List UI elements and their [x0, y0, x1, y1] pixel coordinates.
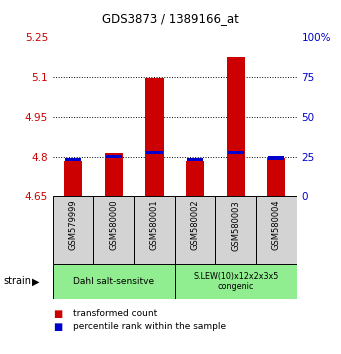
- Text: ■: ■: [53, 322, 62, 332]
- Text: S.LEW(10)x12x2x3x5
congenic: S.LEW(10)x12x2x3x5 congenic: [193, 272, 278, 291]
- Bar: [227, 151, 244, 154]
- Bar: [187, 158, 203, 161]
- Text: GSM580002: GSM580002: [191, 200, 199, 251]
- Text: GDS3873 / 1389166_at: GDS3873 / 1389166_at: [102, 12, 239, 25]
- Bar: [146, 151, 163, 154]
- Bar: [105, 153, 123, 196]
- Bar: [226, 57, 245, 196]
- Text: GSM580004: GSM580004: [272, 200, 281, 251]
- Bar: [145, 78, 164, 196]
- Text: transformed count: transformed count: [73, 309, 158, 319]
- Text: GSM579999: GSM579999: [69, 200, 78, 251]
- Bar: [64, 161, 82, 196]
- Bar: [65, 158, 81, 161]
- Bar: [268, 156, 284, 160]
- Bar: [53, 264, 175, 299]
- Bar: [256, 196, 297, 264]
- Text: GSM580001: GSM580001: [150, 200, 159, 251]
- Bar: [267, 158, 285, 196]
- Text: ■: ■: [53, 309, 62, 319]
- Bar: [53, 196, 93, 264]
- Text: GSM580000: GSM580000: [109, 200, 118, 251]
- Bar: [93, 196, 134, 264]
- Text: ▶: ▶: [32, 276, 40, 286]
- Bar: [175, 196, 216, 264]
- Text: percentile rank within the sample: percentile rank within the sample: [73, 322, 226, 331]
- Bar: [175, 264, 297, 299]
- Bar: [134, 196, 175, 264]
- Text: GSM580003: GSM580003: [231, 200, 240, 251]
- Text: strain: strain: [3, 276, 31, 286]
- Bar: [186, 161, 204, 196]
- Bar: [106, 155, 122, 158]
- Text: Dahl salt-sensitve: Dahl salt-sensitve: [73, 277, 154, 286]
- Bar: [216, 196, 256, 264]
